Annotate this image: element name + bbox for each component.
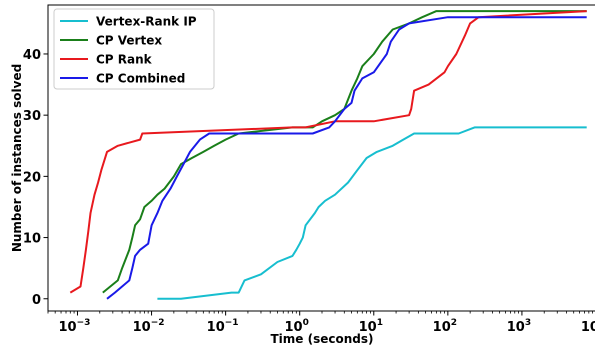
x-tick-label: 10−1: [207, 318, 239, 335]
legend: Vertex-Rank IP CP Vertex CP Rank CP Combine…: [53, 8, 215, 90]
series-line-1: [157, 126, 587, 300]
y-tick-label: 30: [23, 109, 41, 124]
series-line-2: [102, 10, 587, 294]
x-tick-label: 104: [581, 318, 595, 335]
legend-box: [53, 8, 215, 90]
x-tick-label: 101: [359, 318, 383, 335]
series-line-4: [106, 16, 587, 300]
legend-label-3: CP Rank: [96, 53, 153, 67]
legend-label-4: CP Combined: [96, 72, 185, 86]
x-tick-label: 102: [433, 318, 457, 335]
series-layer: [69, 10, 587, 300]
x-tick-label: 10−2: [133, 318, 165, 335]
y-tick-label: 0: [32, 293, 41, 308]
x-tick-label: 103: [507, 318, 531, 335]
y-tick-label: 20: [23, 170, 41, 185]
legend-label-1: Vertex-Rank IP: [96, 15, 197, 29]
y-tick-label: 10: [23, 232, 41, 247]
legend-label-2: CP Vertex: [96, 34, 162, 48]
x-ticks: 10−3 10−2 10−1 100 101 102 103 104: [47, 311, 595, 335]
x-tick-label: 100: [285, 318, 309, 335]
series-line-3: [69, 10, 587, 294]
y-tick-label: 40: [23, 48, 41, 63]
x-tick-label: 10−3: [59, 318, 91, 335]
y-ticks: 0 10 20 30 40: [23, 48, 48, 308]
x-axis-label: Time (seconds): [270, 332, 373, 346]
y-axis-label: Number of instances solved: [10, 64, 24, 252]
